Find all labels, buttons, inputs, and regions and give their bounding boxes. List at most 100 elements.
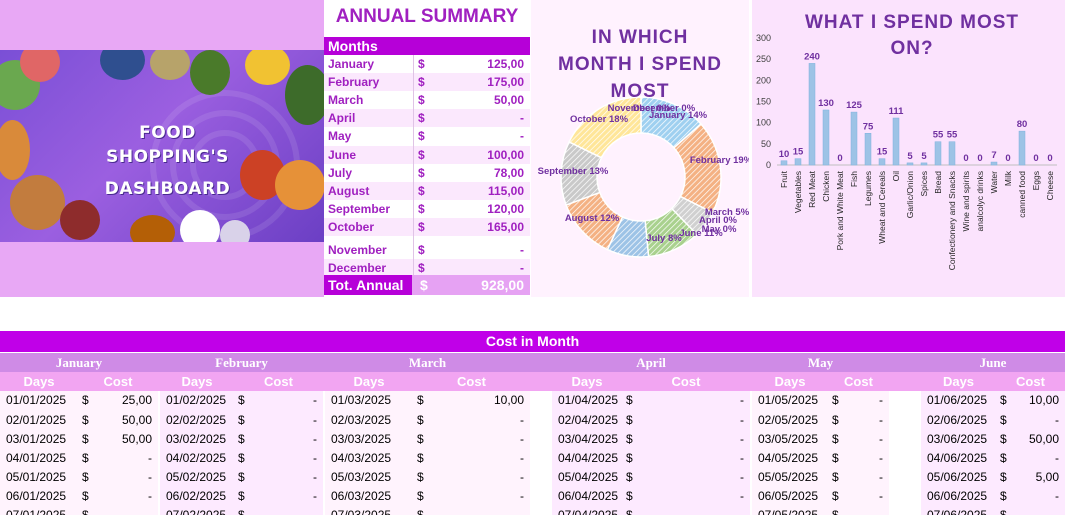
day-cell[interactable]: 01/01/2025 bbox=[6, 393, 67, 407]
x-tick-label: Pork and White Meat bbox=[835, 170, 845, 250]
cost-cell[interactable]: - bbox=[879, 432, 883, 446]
day-cell[interactable]: 03/04/2025 bbox=[558, 432, 619, 446]
bar-data-label: 55 bbox=[933, 130, 944, 141]
day-cell[interactable]: 04/06/2025 bbox=[927, 451, 988, 465]
cost-cell[interactable]: - bbox=[520, 413, 524, 427]
cost-cell[interactable]: - bbox=[148, 508, 152, 515]
cost-cell[interactable]: - bbox=[1055, 451, 1059, 465]
day-cell[interactable]: 01/05/2025 bbox=[758, 393, 819, 407]
day-cell[interactable]: 02/05/2025 bbox=[758, 413, 819, 427]
cost-cell[interactable]: - bbox=[879, 393, 883, 407]
summary-row: December $ - bbox=[324, 259, 530, 277]
table-row: 01/05/2025 $ - bbox=[752, 391, 889, 410]
cost-cell[interactable]: - bbox=[520, 508, 524, 515]
bar-17 bbox=[1018, 130, 1026, 166]
banner-title-line1: FOOD SHOPPING'S bbox=[106, 123, 229, 167]
day-cell[interactable]: 05/04/2025 bbox=[558, 470, 619, 484]
day-cell[interactable]: 05/06/2025 bbox=[927, 470, 988, 484]
day-cell[interactable]: 03/06/2025 bbox=[927, 432, 988, 446]
day-cell[interactable]: 03/01/2025 bbox=[6, 432, 67, 446]
cost-cell[interactable]: 25,00 bbox=[121, 393, 152, 407]
day-cell[interactable]: 06/04/2025 bbox=[558, 489, 619, 503]
cost-cell[interactable]: - bbox=[148, 451, 152, 465]
cost-cell[interactable]: - bbox=[313, 489, 317, 503]
cost-cell[interactable]: - bbox=[879, 451, 883, 465]
cost-cell[interactable]: - bbox=[1055, 508, 1059, 515]
day-cell[interactable]: 03/05/2025 bbox=[758, 432, 819, 446]
cost-cell[interactable]: - bbox=[879, 508, 883, 515]
day-cell[interactable]: 07/02/2025 bbox=[166, 508, 227, 515]
cost-cell[interactable]: 50,00 bbox=[121, 432, 152, 446]
cost-cell[interactable]: - bbox=[313, 470, 317, 484]
day-cell[interactable]: 01/02/2025 bbox=[166, 393, 227, 407]
cost-cell[interactable]: - bbox=[520, 432, 524, 446]
cost-cell[interactable]: - bbox=[740, 393, 744, 407]
day-cell[interactable]: 07/01/2025 bbox=[6, 508, 67, 515]
cost-cell[interactable]: - bbox=[879, 489, 883, 503]
cost-cell[interactable]: - bbox=[740, 432, 744, 446]
day-cell[interactable]: 04/04/2025 bbox=[558, 451, 619, 465]
day-cell[interactable]: 02/06/2025 bbox=[927, 413, 988, 427]
cost-cell[interactable]: - bbox=[520, 470, 524, 484]
cost-cell[interactable]: - bbox=[1055, 489, 1059, 503]
cost-cell[interactable]: - bbox=[148, 489, 152, 503]
cost-cell[interactable]: 10,00 bbox=[493, 393, 524, 407]
bar-data-label: 80 bbox=[1017, 119, 1028, 130]
day-cell[interactable]: 03/02/2025 bbox=[166, 432, 227, 446]
cost-column-header: Cost bbox=[103, 374, 133, 389]
cost-cell[interactable]: - bbox=[313, 393, 317, 407]
cost-cell[interactable]: 50,00 bbox=[1028, 432, 1059, 446]
day-cell[interactable]: 04/02/2025 bbox=[166, 451, 227, 465]
cost-cell[interactable]: - bbox=[148, 470, 152, 484]
day-cell[interactable]: 07/03/2025 bbox=[331, 508, 392, 515]
day-cell[interactable]: 05/05/2025 bbox=[758, 470, 819, 484]
cost-cell[interactable]: - bbox=[879, 470, 883, 484]
cost-cell[interactable]: 5,00 bbox=[1035, 470, 1059, 484]
donut-title-line2: MONTH I SPEND bbox=[558, 54, 722, 75]
cost-cell[interactable]: - bbox=[740, 489, 744, 503]
cost-cell[interactable]: - bbox=[313, 508, 317, 515]
day-cell[interactable]: 02/02/2025 bbox=[166, 413, 227, 427]
day-cell[interactable]: 05/02/2025 bbox=[166, 470, 227, 484]
cost-cell[interactable]: - bbox=[740, 451, 744, 465]
cost-cell[interactable]: - bbox=[740, 508, 744, 515]
day-cell[interactable]: 06/02/2025 bbox=[166, 489, 227, 503]
bar-title: WHAT I SPEND MOST ON? bbox=[762, 10, 1062, 62]
summary-row: June $100,00 bbox=[324, 146, 530, 164]
cost-cell[interactable]: 50,00 bbox=[121, 413, 152, 427]
day-cell[interactable]: 02/03/2025 bbox=[331, 413, 392, 427]
day-cell[interactable]: 01/04/2025 bbox=[558, 393, 619, 407]
cost-cell[interactable]: - bbox=[740, 413, 744, 427]
summary-value: - bbox=[520, 129, 524, 143]
cost-cell[interactable]: - bbox=[313, 432, 317, 446]
day-cell[interactable]: 05/01/2025 bbox=[6, 470, 67, 484]
cost-cell[interactable]: 10,00 bbox=[1028, 393, 1059, 407]
cost-cell[interactable]: - bbox=[313, 413, 317, 427]
cost-cell[interactable]: - bbox=[740, 470, 744, 484]
day-cell[interactable]: 01/03/2025 bbox=[331, 393, 392, 407]
day-cell[interactable]: 02/04/2025 bbox=[558, 413, 619, 427]
day-cell[interactable]: 06/06/2025 bbox=[927, 489, 988, 503]
day-cell[interactable]: 04/01/2025 bbox=[6, 451, 67, 465]
cost-cell[interactable]: - bbox=[520, 451, 524, 465]
day-cell[interactable]: 07/05/2025 bbox=[758, 508, 819, 515]
cost-cell[interactable]: - bbox=[879, 413, 883, 427]
day-cell[interactable]: 07/04/2025 bbox=[558, 508, 619, 515]
day-cell[interactable]: 07/06/2025 bbox=[927, 508, 988, 515]
day-cell[interactable]: 05/03/2025 bbox=[331, 470, 392, 484]
day-cell[interactable]: 06/03/2025 bbox=[331, 489, 392, 503]
days-column-header: Days bbox=[571, 374, 603, 389]
donut-slice-hatch bbox=[671, 196, 713, 235]
day-cell[interactable]: 06/05/2025 bbox=[758, 489, 819, 503]
day-cell[interactable]: 04/05/2025 bbox=[758, 451, 819, 465]
cost-cell[interactable]: - bbox=[520, 489, 524, 503]
day-cell[interactable]: 06/01/2025 bbox=[6, 489, 67, 503]
currency-cell: $ bbox=[238, 489, 245, 503]
day-cell[interactable]: 01/06/2025 bbox=[927, 393, 988, 407]
cost-cell[interactable]: - bbox=[1055, 413, 1059, 427]
day-cell[interactable]: 02/01/2025 bbox=[6, 413, 67, 427]
summary-currency: $ bbox=[418, 261, 425, 275]
cost-cell[interactable]: - bbox=[313, 451, 317, 465]
day-cell[interactable]: 03/03/2025 bbox=[331, 432, 392, 446]
day-cell[interactable]: 04/03/2025 bbox=[331, 451, 392, 465]
